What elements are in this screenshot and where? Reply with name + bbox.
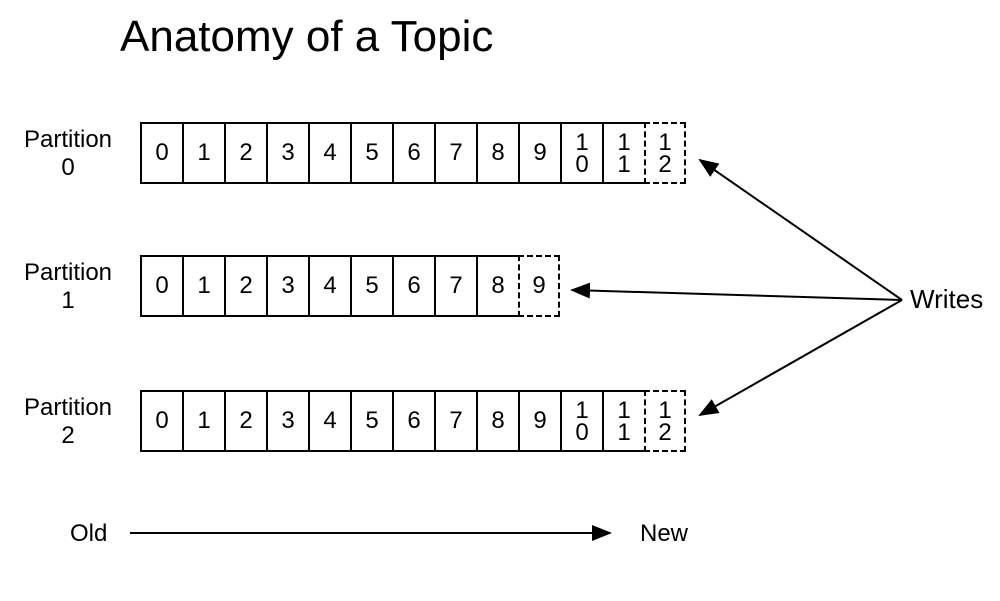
write-arrow-0 xyxy=(700,160,902,300)
partition-2-cell-8: 8 xyxy=(476,390,518,452)
partition-0-cell-2: 2 xyxy=(224,122,266,184)
partition-1-cell-8: 8 xyxy=(476,255,518,317)
partition-2-cell-0: 0 xyxy=(140,390,182,452)
partition-2-cell-6: 6 xyxy=(392,390,434,452)
partition-0-cell-7: 7 xyxy=(434,122,476,184)
partition-0-cell-1: 1 xyxy=(182,122,224,184)
partition-1-label-line2: 1 xyxy=(61,287,74,314)
partition-1-label: Partition 1 xyxy=(8,259,128,314)
partition-1-label-line1: Partition xyxy=(24,259,112,286)
partition-2-row: 0123456789101112 xyxy=(140,390,686,452)
partition-0-cell-12: 12 xyxy=(644,122,686,184)
write-arrow-2 xyxy=(700,300,902,415)
writes-label: Writes xyxy=(910,284,983,315)
partition-0-cell-10: 10 xyxy=(560,122,602,184)
partition-0-label-line2: 0 xyxy=(61,154,74,181)
partition-0-cell-6: 6 xyxy=(392,122,434,184)
partition-2-cell-2: 2 xyxy=(224,390,266,452)
partition-1-cell-2: 2 xyxy=(224,255,266,317)
partition-2-cell-9: 9 xyxy=(518,390,560,452)
partition-1-row: 0123456789 xyxy=(140,255,560,317)
partition-2-cell-3: 3 xyxy=(266,390,308,452)
page-title: Anatomy of a Topic xyxy=(120,12,493,62)
partition-0-cell-4: 4 xyxy=(308,122,350,184)
old-label: Old xyxy=(70,520,107,548)
write-arrow-1 xyxy=(572,290,902,300)
partition-0-cell-9: 9 xyxy=(518,122,560,184)
partition-0-cell-8: 8 xyxy=(476,122,518,184)
partition-1-cell-3: 3 xyxy=(266,255,308,317)
partition-0-cell-5: 5 xyxy=(350,122,392,184)
partition-0-label: Partition 0 xyxy=(8,126,128,181)
partition-1-cell-6: 6 xyxy=(392,255,434,317)
partition-2-cell-1: 1 xyxy=(182,390,224,452)
partition-2-cell-4: 4 xyxy=(308,390,350,452)
partition-2-label-line1: Partition xyxy=(24,394,112,421)
partition-1-cell-5: 5 xyxy=(350,255,392,317)
partition-0-label-line1: Partition xyxy=(24,126,112,153)
new-label: New xyxy=(640,520,688,548)
partition-0-cell-11: 11 xyxy=(602,122,644,184)
partition-1-cell-9: 9 xyxy=(518,255,560,317)
partition-2-label: Partition 2 xyxy=(8,394,128,449)
partition-2-cell-10: 10 xyxy=(560,390,602,452)
partition-2-cell-7: 7 xyxy=(434,390,476,452)
partition-1-cell-0: 0 xyxy=(140,255,182,317)
partition-2-cell-5: 5 xyxy=(350,390,392,452)
partition-2-label-line2: 2 xyxy=(61,422,74,449)
partition-0-row: 0123456789101112 xyxy=(140,122,686,184)
partition-0-cell-3: 3 xyxy=(266,122,308,184)
partition-1-cell-7: 7 xyxy=(434,255,476,317)
partition-2-cell-12: 12 xyxy=(644,390,686,452)
partition-2-cell-11: 11 xyxy=(602,390,644,452)
partition-1-cell-1: 1 xyxy=(182,255,224,317)
partition-0-cell-0: 0 xyxy=(140,122,182,184)
partition-1-cell-4: 4 xyxy=(308,255,350,317)
